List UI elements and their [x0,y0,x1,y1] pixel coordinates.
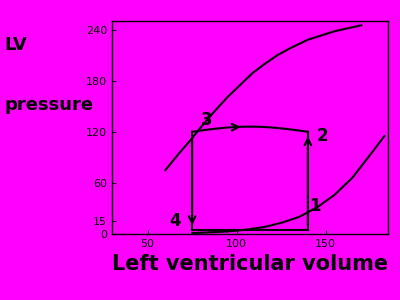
Text: LV: LV [4,36,27,54]
X-axis label: Left ventricular volume: Left ventricular volume [112,254,388,274]
Text: 1: 1 [310,197,321,215]
Text: pressure: pressure [4,96,93,114]
Text: 4: 4 [169,212,181,230]
Text: 3: 3 [201,111,213,129]
Text: 2: 2 [317,127,328,145]
